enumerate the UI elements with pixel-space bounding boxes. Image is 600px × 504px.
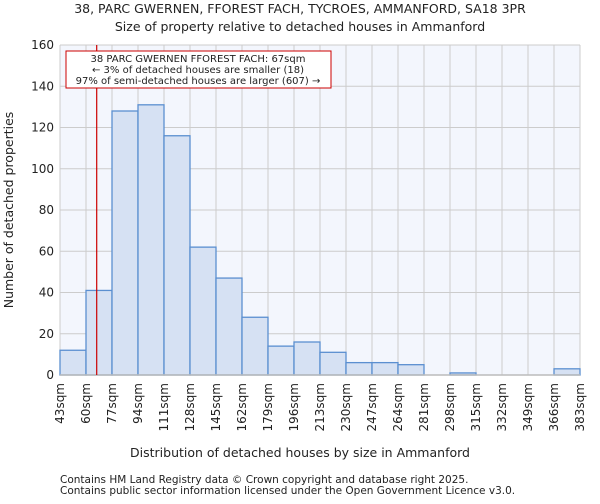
histogram-bar [371, 361, 399, 376]
chart-title: 38, PARC GWERNEN, FFOREST FACH, TYCROES,… [74, 1, 526, 16]
y-axis-label: Number of detached properties [1, 112, 16, 309]
x-tick-label: 128sqm [183, 383, 197, 431]
annotation-line-3: 97% of semi-detached houses are larger (… [76, 76, 321, 87]
histogram-bar [189, 246, 217, 376]
footer-line-1: Contains HM Land Registry data © Crown c… [60, 474, 468, 486]
histogram-bar [85, 289, 113, 376]
y-tick-label: 0 [46, 368, 54, 382]
x-tick-label: 298sqm [443, 383, 457, 431]
x-tick-label: 349sqm [521, 383, 535, 431]
x-tick-label: 213sqm [313, 383, 327, 431]
footer-line-2: Contains public sector information licen… [60, 485, 515, 497]
x-tick-label: 77sqm [105, 383, 119, 424]
y-tick-label: 60 [39, 244, 54, 258]
x-tick-label: 230sqm [339, 383, 353, 431]
y-tick-label: 120 [31, 121, 54, 135]
histogram-bar [163, 135, 191, 376]
x-tick-label: 162sqm [235, 383, 249, 431]
x-tick-label: 179sqm [261, 383, 275, 431]
x-tick-label: 264sqm [391, 383, 405, 431]
histogram-bar [137, 104, 165, 376]
y-tick-label: 20 [39, 327, 54, 341]
histogram-bar [59, 349, 87, 376]
histogram-bar [111, 110, 139, 376]
histogram-bar [215, 277, 243, 376]
x-tick-label: 145sqm [209, 383, 223, 431]
y-tick-label: 40 [39, 286, 54, 300]
chart-subtitle: Size of property relative to detached ho… [115, 19, 485, 34]
histogram-bar [267, 345, 295, 376]
annotation-line-1: 38 PARC GWERNEN FFOREST FACH: 67sqm [91, 54, 306, 65]
annotation-box [65, 50, 332, 89]
x-tick-label: 315sqm [469, 383, 483, 431]
y-tick-label: 140 [31, 79, 54, 93]
x-tick-label: 60sqm [79, 383, 93, 424]
histogram-bar [397, 364, 425, 376]
x-tick-label: 366sqm [547, 383, 561, 431]
x-tick-label: 111sqm [157, 383, 171, 431]
histogram-bar [345, 361, 373, 376]
x-tick-label: 94sqm [131, 383, 145, 424]
histogram-bar [319, 351, 347, 376]
x-axis-label: Distribution of detached houses by size … [130, 445, 470, 460]
y-tick-label: 80 [39, 203, 54, 217]
x-tick-label: 43sqm [53, 383, 67, 424]
x-tick-label: 196sqm [287, 383, 301, 431]
x-tick-label: 281sqm [417, 383, 431, 431]
x-tick-label: 383sqm [573, 383, 587, 431]
y-tick-label: 160 [31, 38, 54, 52]
histogram-bar [553, 368, 581, 376]
annotation-line-2: ← 3% of detached houses are smaller (18) [92, 65, 304, 76]
histogram-bar [293, 341, 321, 376]
x-tick-label: 247sqm [365, 383, 379, 431]
y-tick-label: 100 [31, 162, 54, 176]
x-tick-label: 332sqm [495, 383, 509, 431]
histogram-bar [241, 316, 269, 376]
